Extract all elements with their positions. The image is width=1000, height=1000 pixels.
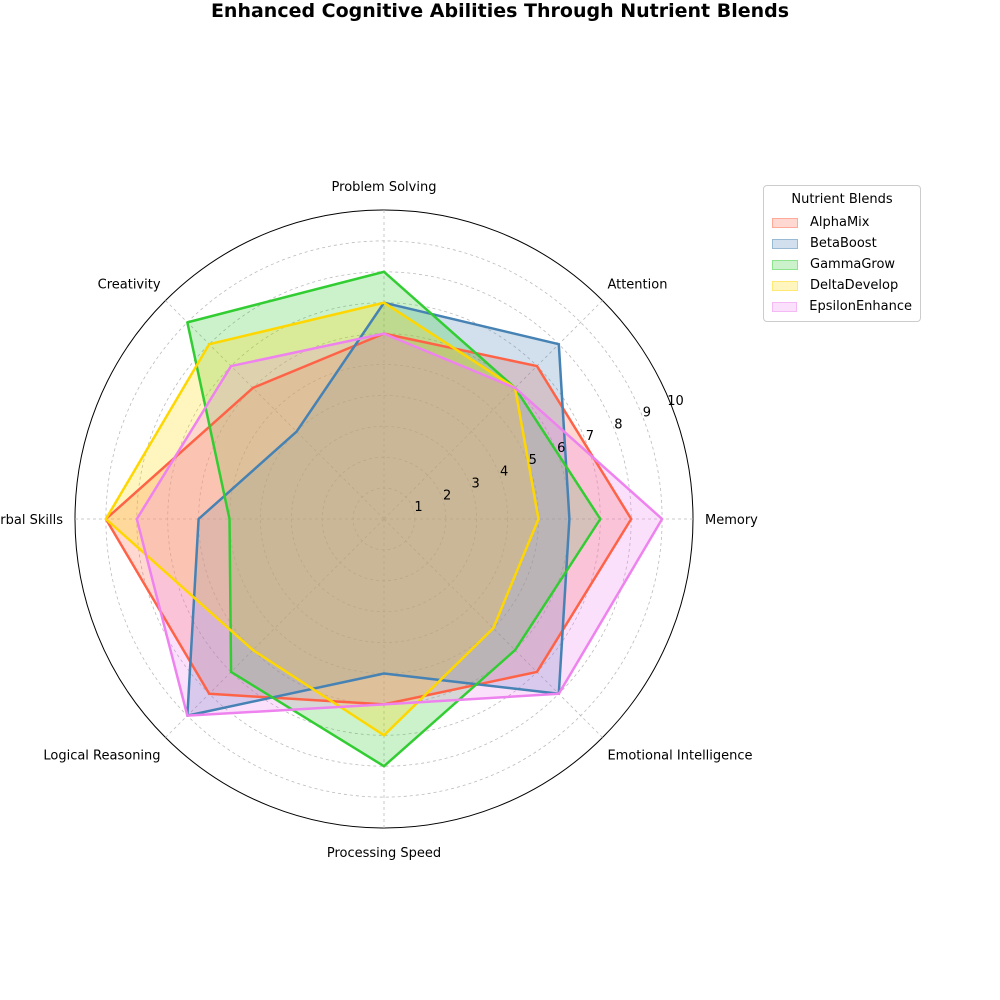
r-tick-label: 3 [472,477,480,492]
r-tick-label: 4 [500,465,508,480]
legend-entry: EpsilonEnhance [772,296,912,317]
r-tick-label: 2 [443,488,451,503]
series-area [105,302,539,736]
legend-label: GammaGrow [810,257,896,272]
axis-label: Problem Solving [332,180,437,195]
legend-entry: BetaBoost [772,233,912,254]
axis-label: Creativity [98,278,161,293]
legend-entry: DeltaDevelop [772,275,912,296]
r-tick-label: 9 [643,406,651,421]
legend-entry: AlphaMix [772,212,912,233]
axis-label: Verbal Skills [0,513,63,528]
legend-label: DeltaDevelop [810,278,899,293]
series-line [186,301,571,717]
series-area [136,333,663,716]
axis-label: Logical Reasoning [43,748,160,763]
legend-entry: GammaGrow [772,254,912,275]
legend: Nutrient Blends AlphaMix BetaBoost GammaGr… [763,185,921,322]
r-tick-label: 6 [557,441,565,456]
legend-label: AlphaMix [810,215,870,230]
r-tick-label: 10 [667,394,684,409]
legend-swatch [772,238,798,249]
series-line [104,301,540,737]
legend-swatch [772,280,798,291]
legend-label: BetaBoost [810,236,877,251]
series-line [186,270,602,768]
series-line [135,332,664,717]
legend-label: EpsilonEnhance [809,299,912,314]
r-tick-label: 5 [529,453,537,468]
series-area [187,271,601,767]
chart-title: Enhanced Cognitive Abilities Through Nut… [210,0,790,22]
axis-label: Memory [705,513,758,528]
legend-title: Nutrient Blends [791,192,893,207]
grid-ring [259,394,508,643]
series-area [187,302,570,716]
legend-swatch [772,259,798,270]
axis-label: Attention [607,278,667,293]
axis-label: Processing Speed [327,846,441,861]
legend-swatch [772,301,798,312]
r-tick-label: 8 [614,417,622,432]
r-tick-label: 1 [414,500,422,515]
r-tick-label: 7 [586,429,594,444]
legend-swatch [772,217,798,228]
axis-label: Emotional Intelligence [607,748,752,763]
